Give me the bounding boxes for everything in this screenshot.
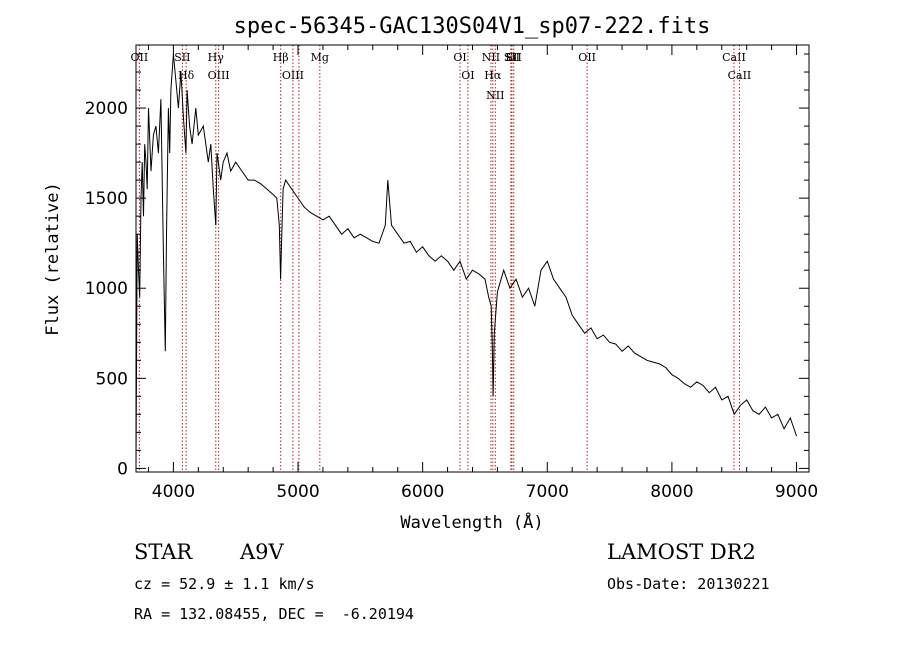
spectral-line-label: OI xyxy=(453,51,466,64)
x-tick-label: 9000 xyxy=(775,482,818,502)
spectral-line-label: OII xyxy=(578,51,596,64)
spectrum-series-line xyxy=(135,53,797,469)
y-tick-label: 1000 xyxy=(85,279,128,299)
spectral-line-label: SII xyxy=(506,51,522,64)
chart-title: spec-56345-GAC130S04V1_sp07-222.fits xyxy=(234,14,711,39)
spectral-line-label: OIII xyxy=(282,69,304,82)
x-tick-label: 5000 xyxy=(276,482,319,502)
x-tick-label: 8000 xyxy=(650,482,693,502)
y-tick-label: 500 xyxy=(96,369,128,389)
spectral-line-label: SII xyxy=(504,51,520,64)
sky-coordinates: RA = 132.08455, DEC = -6.20194 xyxy=(134,605,414,623)
observation-date: Obs-Date: 20130221 xyxy=(607,575,770,593)
spectral-line-label: Hγ xyxy=(208,51,225,64)
spectral-line-label: OIII xyxy=(208,69,230,82)
x-tick-label: 7000 xyxy=(526,482,569,502)
spectral-line-label: OII xyxy=(131,51,149,64)
object-subclass: A9V xyxy=(240,540,284,564)
spectral-line-label: NII xyxy=(486,89,504,102)
redshift-cz: cz = 52.9 ± 1.1 km/s xyxy=(134,575,315,593)
spectral-line-label: CaII xyxy=(722,51,746,64)
spectral-line-label: OI xyxy=(461,69,474,82)
spectral-line-label: NII xyxy=(482,51,500,64)
y-axis-label: Flux (relative) xyxy=(43,182,63,336)
spectral-line-label: SII xyxy=(174,51,190,64)
x-tick-label: 4000 xyxy=(152,482,195,502)
y-tick-label: 2000 xyxy=(85,99,128,119)
object-class: STAR xyxy=(134,540,193,564)
spectral-line-label: CaII xyxy=(728,69,752,82)
spectral-line-label: Li xyxy=(505,51,516,64)
x-tick-label: 6000 xyxy=(401,482,444,502)
x-axis-label: Wavelength (Å) xyxy=(400,511,543,533)
spectral-line-label: Hα xyxy=(484,69,502,82)
spectral-line-label: Mg xyxy=(311,51,329,64)
y-tick-label: 0 xyxy=(117,459,128,479)
plot-frame xyxy=(135,44,810,473)
y-tick-label: 1500 xyxy=(85,189,128,209)
spectral-line-label: Hδ xyxy=(178,69,195,82)
survey-name: LAMOST DR2 xyxy=(607,540,756,564)
spectral-line-label: Hβ xyxy=(273,51,289,64)
